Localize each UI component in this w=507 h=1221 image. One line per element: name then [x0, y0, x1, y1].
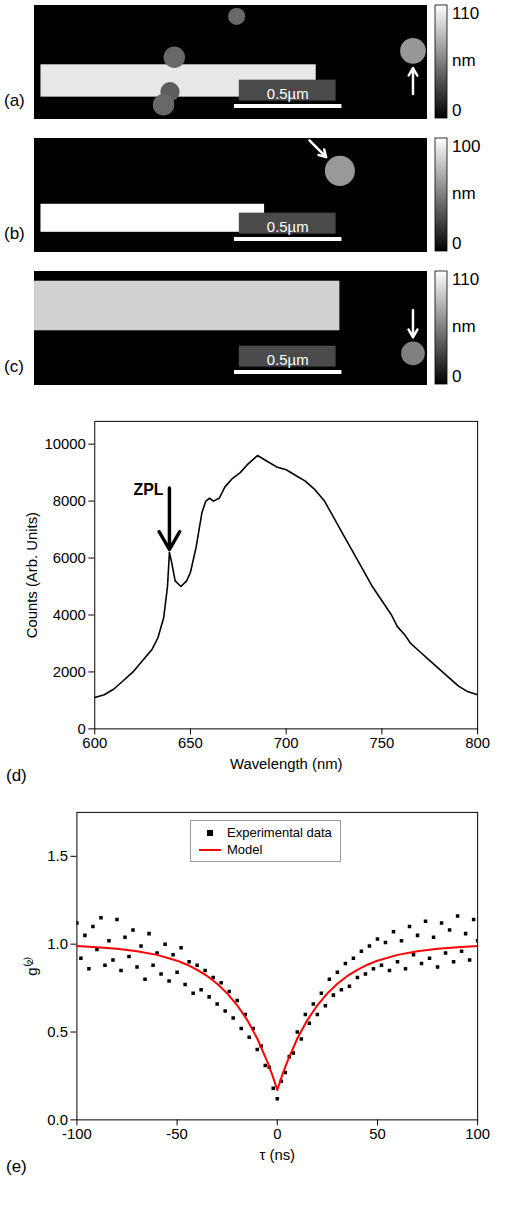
svg-text:800: 800	[465, 735, 490, 751]
svg-text:0: 0	[78, 721, 86, 737]
svg-text:0: 0	[452, 101, 461, 119]
html-text:Model: Model	[227, 841, 263, 857]
html-text:(e): (e)	[6, 1156, 27, 1176]
html-text:(c): (c)	[4, 357, 24, 376]
svg-text:0: 0	[273, 1126, 281, 1142]
html-text:(a): (a)	[4, 91, 25, 110]
html-text:(b): (b)	[4, 224, 25, 243]
svg-text:100: 100	[465, 1126, 490, 1142]
svg-text:Counts (Arb. Units): Counts (Arb. Units)	[24, 512, 40, 638]
svg-text:ZPL: ZPL	[134, 481, 164, 498]
svg-text:2000: 2000	[53, 664, 86, 680]
svg-text:600: 600	[82, 735, 107, 751]
svg-text:0.5µm: 0.5µm	[267, 352, 309, 368]
svg-text:nm: nm	[452, 184, 476, 203]
svg-text:τ (ns): τ (ns)	[259, 1146, 295, 1162]
svg-text:4000: 4000	[53, 607, 86, 623]
html-text:(d): (d)	[6, 765, 27, 785]
svg-text:750: 750	[370, 735, 395, 751]
svg-text:-50: -50	[166, 1126, 187, 1142]
svg-text:g⁽²⁾: g⁽²⁾	[23, 956, 40, 975]
html-text:Experimental data: Experimental data	[227, 824, 332, 840]
svg-text:6000: 6000	[53, 550, 86, 566]
svg-text:0: 0	[452, 234, 461, 252]
svg-text:0.5µm: 0.5µm	[267, 219, 309, 235]
svg-text:1.0: 1.0	[47, 936, 68, 952]
svg-text:0.0: 0.0	[47, 1112, 68, 1128]
svg-text:50: 50	[369, 1126, 386, 1142]
svg-text:0: 0	[452, 367, 461, 385]
svg-text:nm: nm	[452, 51, 476, 70]
svg-text:10000: 10000	[45, 436, 86, 452]
svg-text:-100: -100	[62, 1126, 92, 1142]
svg-text:100: 100	[452, 137, 480, 156]
svg-text:110: 110	[452, 270, 479, 289]
svg-text:8000: 8000	[53, 493, 86, 509]
svg-text:110: 110	[452, 4, 479, 23]
svg-text:1.5: 1.5	[47, 848, 68, 864]
svg-text:0.5µm: 0.5µm	[267, 86, 309, 102]
svg-text:nm: nm	[452, 317, 476, 336]
svg-text:0.5: 0.5	[47, 1024, 68, 1040]
svg-text:700: 700	[274, 735, 299, 751]
svg-text:650: 650	[178, 735, 203, 751]
svg-text:Wavelength (nm): Wavelength (nm)	[230, 756, 343, 772]
